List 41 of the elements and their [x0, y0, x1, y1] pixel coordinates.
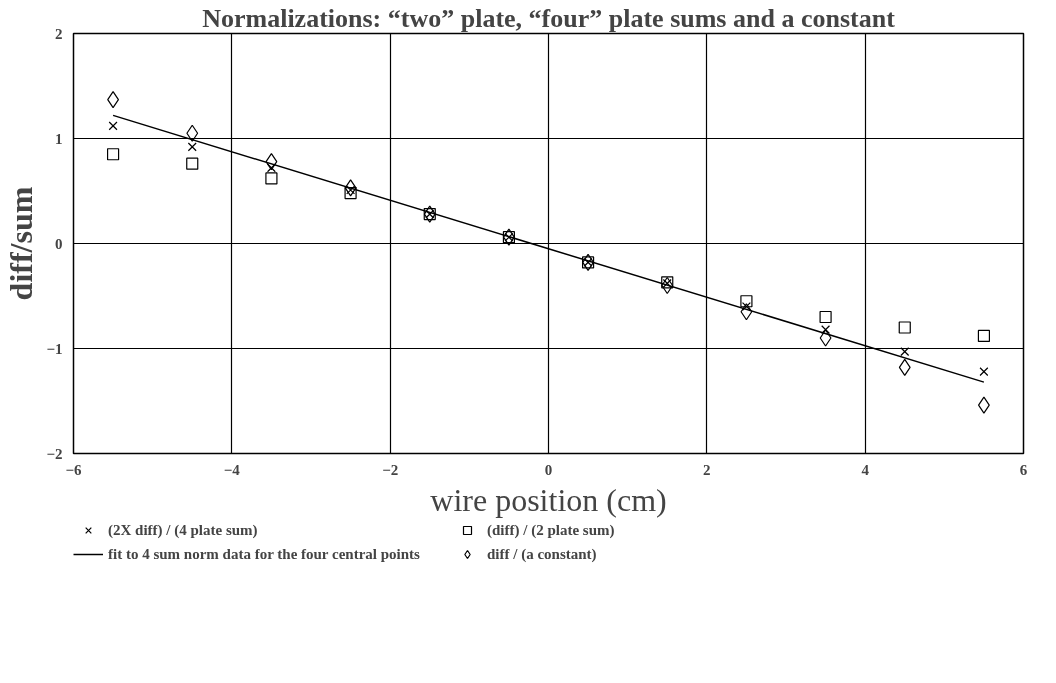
x-tick-label: 6 — [1019, 461, 1028, 478]
chart-title: Normalizations: “two” plate, “four” plate sums and a constant — [202, 3, 896, 33]
x-axis-title: wire position (cm) — [430, 481, 667, 518]
x-tick-label: 2 — [703, 461, 711, 478]
point — [344, 179, 357, 197]
point — [977, 329, 991, 342]
y-tick-label: 0 — [55, 235, 63, 252]
point — [900, 347, 910, 357]
point — [186, 124, 199, 142]
y-tick-label: −2 — [46, 445, 63, 462]
y-tick-label: −1 — [46, 340, 63, 357]
point — [266, 163, 276, 173]
x-tick-label: 4 — [861, 461, 870, 478]
point — [106, 148, 120, 161]
y-tick-label: 1 — [55, 130, 63, 147]
point — [265, 153, 278, 171]
y-axis-title: diff/sum — [3, 186, 40, 301]
point — [979, 367, 989, 377]
point — [186, 157, 199, 170]
point — [898, 358, 911, 376]
legend-label: (2X diff) / (4 plate sum) — [108, 521, 259, 539]
point — [821, 325, 831, 335]
point — [819, 329, 832, 347]
point — [107, 91, 120, 109]
point — [740, 303, 753, 321]
y-tick-label: 2 — [55, 25, 63, 42]
x-tick-label: −2 — [382, 461, 399, 478]
point — [977, 396, 990, 414]
legend-label: diff / (a constant) — [487, 545, 598, 563]
x-tick-label: 0 — [544, 461, 553, 478]
point — [265, 172, 278, 185]
legend-label: fit to 4 sum norm data for the four central points — [108, 545, 421, 563]
point — [344, 187, 357, 200]
point — [819, 310, 832, 324]
x-tick-label: −6 — [65, 461, 83, 478]
point — [108, 121, 118, 131]
legend-label: (diff) / (2 plate sum) — [487, 521, 616, 539]
point — [898, 321, 911, 334]
point — [740, 295, 753, 308]
point — [187, 142, 197, 152]
x-tick-label: −4 — [223, 461, 241, 478]
